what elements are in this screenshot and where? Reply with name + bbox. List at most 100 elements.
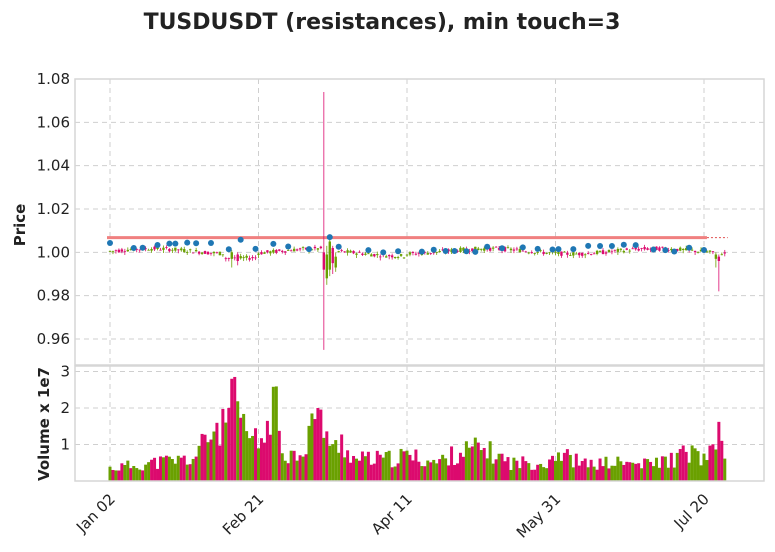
volume-bar <box>473 437 477 481</box>
candle-body <box>604 252 608 254</box>
volume-bar <box>506 457 510 481</box>
candle-body <box>325 254 329 279</box>
volume-bar <box>319 409 323 481</box>
touch-marker <box>184 239 191 246</box>
touch-marker <box>252 245 259 252</box>
volume-ytick-label: 1 <box>60 435 70 453</box>
candle-body <box>643 247 646 250</box>
touch-marker <box>442 248 449 255</box>
candle-body <box>417 252 421 254</box>
candle-body <box>684 248 688 251</box>
candle-body <box>174 247 177 251</box>
candle-body <box>396 257 400 258</box>
volume-bar <box>135 468 139 481</box>
price-ytick-label: 0.96 <box>37 330 70 348</box>
candle-body <box>117 249 121 253</box>
volume-bar <box>551 455 555 481</box>
candle-body <box>245 255 248 258</box>
volume-bar <box>280 453 284 481</box>
volume-bar <box>298 455 302 481</box>
volume-bar <box>542 467 546 481</box>
candle-body <box>524 251 527 253</box>
volume-bar <box>494 459 498 481</box>
volume-bar <box>524 461 528 481</box>
candle-body <box>634 247 637 250</box>
candle-body <box>646 248 649 250</box>
candle-body <box>188 249 192 251</box>
volume-bar <box>518 468 522 481</box>
volume-bar <box>654 457 658 481</box>
candle-body <box>536 251 539 253</box>
volume-bar <box>485 458 489 481</box>
volume-bar <box>491 463 495 481</box>
volume-bar <box>304 454 308 481</box>
volume-bar <box>604 456 608 481</box>
candle-body <box>399 254 403 256</box>
candle-body <box>144 248 147 250</box>
volume-bar <box>536 464 540 481</box>
volume-bar <box>254 428 258 481</box>
candle-body <box>483 248 486 251</box>
price-ytick-label: 1.06 <box>37 113 70 131</box>
volume-bar <box>164 455 168 481</box>
volume-bar <box>521 456 525 481</box>
candle-body <box>533 253 536 254</box>
candle-body <box>373 254 376 257</box>
candle-body <box>165 247 168 248</box>
touch-marker <box>139 244 146 251</box>
candle-body <box>720 254 724 256</box>
candle-body <box>316 248 320 250</box>
volume-bar <box>387 450 391 481</box>
volume-bar <box>438 459 442 481</box>
candle-body <box>266 250 269 253</box>
candle-body <box>242 257 245 259</box>
volume-bar <box>173 463 177 481</box>
candle-body <box>135 248 138 250</box>
candle-body <box>191 252 195 254</box>
candle-body <box>114 250 118 252</box>
candle-body <box>298 248 302 250</box>
volume-bar <box>426 460 430 481</box>
candle-body <box>679 247 682 251</box>
volume-bar <box>316 407 320 481</box>
candle-body <box>153 246 156 250</box>
candle-body <box>699 249 703 252</box>
candle-body <box>215 252 219 254</box>
volume-bar <box>574 453 578 481</box>
candle-body <box>586 253 590 254</box>
candle-body <box>200 252 204 254</box>
volume-bars <box>108 376 727 481</box>
candle-body <box>542 251 545 255</box>
volume-bar <box>206 442 210 481</box>
candle-body <box>447 249 450 252</box>
candle-body <box>711 251 715 253</box>
candle-body <box>515 248 519 250</box>
volume-bar <box>221 408 225 481</box>
volume-bar <box>497 453 501 481</box>
volume-bar <box>527 463 531 481</box>
candle-body <box>426 253 429 255</box>
volume-bar <box>283 460 287 481</box>
candle-body <box>385 256 388 258</box>
candle-body <box>269 251 272 254</box>
volume-bar <box>601 466 605 481</box>
volume-bar <box>307 425 311 481</box>
volume-bar <box>637 463 641 481</box>
touch-marker <box>154 241 161 248</box>
price-ytick-label: 0.98 <box>37 287 70 305</box>
candle-body <box>218 251 222 256</box>
candle-body <box>569 255 572 256</box>
volume-bar <box>568 454 572 481</box>
candle-body <box>221 254 225 256</box>
candle-body <box>358 251 361 253</box>
volume-frame <box>74 365 765 482</box>
volume-bar <box>414 449 418 481</box>
volume-bar <box>589 459 593 481</box>
candle-body <box>257 253 260 255</box>
candle-body <box>156 247 159 249</box>
candle-body <box>150 249 153 251</box>
volume-bar <box>337 452 341 481</box>
volume-bar <box>530 469 534 481</box>
candle-body <box>111 250 115 252</box>
